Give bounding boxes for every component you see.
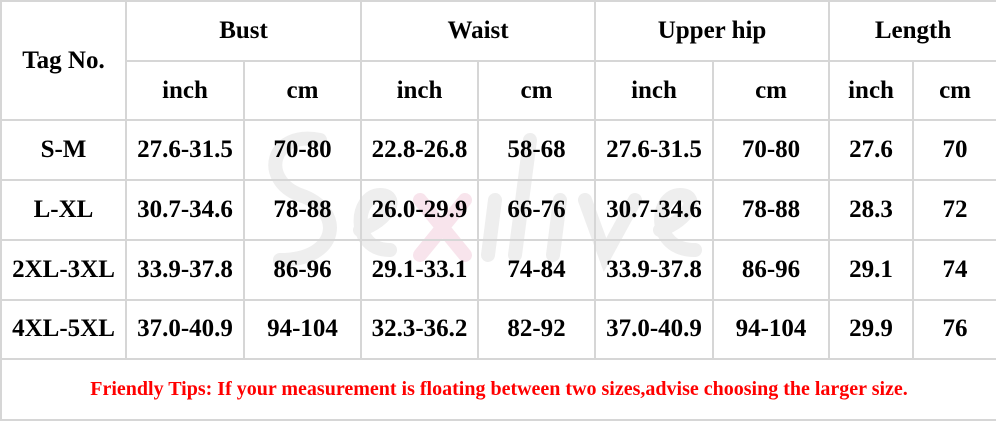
measurement-cell: 29.9 [828, 298, 915, 361]
table-row: L-XL 30.7-34.6 78-88 26.0-29.9 66-76 30.7-34.… [0, 179, 996, 241]
measurement-cell: 37.0-40.9 [125, 298, 245, 361]
measurement-cell: 29.1 [828, 238, 915, 301]
measurement-cell: 22.8-26.8 [360, 119, 480, 182]
measurement-cell: 86-96 [242, 238, 363, 301]
measurement-cell: 70-80 [712, 119, 831, 182]
measurement-cell: 33.9-37.8 [594, 238, 715, 301]
table-row: 4XL-5XL 37.0-40.9 94-104 32.3-36.2 82-92 37.0… [0, 298, 996, 361]
measurement-cell: 37.0-40.9 [594, 298, 715, 361]
measurement-cell: 74-84 [477, 238, 597, 301]
group-header-length: Length [828, 0, 996, 62]
measurement-cell: 26.0-29.9 [360, 179, 480, 241]
group-header-upper-hip: Upper hip [594, 0, 831, 62]
measurement-cell: 94-104 [712, 298, 831, 361]
header-row-groups: Tag No. Bust Waist Upper hip Length [0, 0, 996, 122]
group-header-bust: Bust [124, 0, 363, 62]
group-header-waist: Waist [360, 0, 597, 62]
measurement-cell: 27.6 [828, 119, 915, 182]
measurement-cell: 29.1-33.1 [360, 238, 480, 301]
unit-header: cm [477, 59, 597, 122]
friendly-tip: Friendly Tips: If your measurement is fl… [0, 358, 996, 421]
size-tag-cell: 2XL-3XL [0, 238, 127, 301]
measurement-cell: 76 [912, 298, 996, 361]
table-row: S-M 27.6-31.5 70-80 22.8-26.8 58-68 27.6-31.5… [0, 119, 996, 182]
measurement-cell: 72 [912, 179, 996, 241]
measurement-cell: 28.3 [828, 179, 915, 241]
measurement-cell: 82-92 [477, 298, 597, 361]
measurement-cell: 27.6-31.5 [125, 119, 245, 182]
measurement-cell: 94-104 [242, 298, 363, 361]
table-row: 2XL-3XL 33.9-37.8 86-96 29.1-33.1 74-84 33.9-… [0, 238, 996, 301]
measurement-cell: 66-76 [477, 179, 597, 241]
measurement-cell: 78-88 [242, 179, 363, 241]
measurement-cell: 32.3-36.2 [360, 298, 480, 361]
size-tag-cell: 4XL-5XL [0, 298, 127, 361]
unit-header: inch [125, 59, 245, 122]
unit-header: cm [712, 59, 831, 122]
measurement-cell: 58-68 [477, 119, 597, 182]
measurement-cell: 78-88 [712, 179, 831, 241]
size-tag-cell: S-M [0, 119, 127, 182]
measurement-cell: 27.6-31.5 [594, 119, 715, 182]
measurement-cell: 74 [912, 238, 996, 301]
measurement-cell: 70-80 [242, 119, 363, 182]
tag-header: Tag No. [0, 0, 127, 122]
unit-header: inch [594, 59, 715, 122]
unit-header: inch [360, 59, 480, 122]
size-tag-cell: L-XL [0, 179, 127, 241]
tip-row: Friendly Tips: If your measurement is fl… [0, 358, 996, 421]
header-row-units: inch cm inch cm inch cm inch cm [1, 59, 996, 122]
measurement-cell: 70 [912, 119, 996, 182]
unit-header: inch [828, 59, 915, 122]
unit-header: cm [912, 59, 996, 122]
measurement-cell: 86-96 [712, 238, 831, 301]
measurement-cell: 33.9-37.8 [125, 238, 245, 301]
unit-header: cm [242, 59, 363, 122]
measurement-cell: 30.7-34.6 [594, 179, 715, 241]
measurement-cell: 30.7-34.6 [125, 179, 245, 241]
